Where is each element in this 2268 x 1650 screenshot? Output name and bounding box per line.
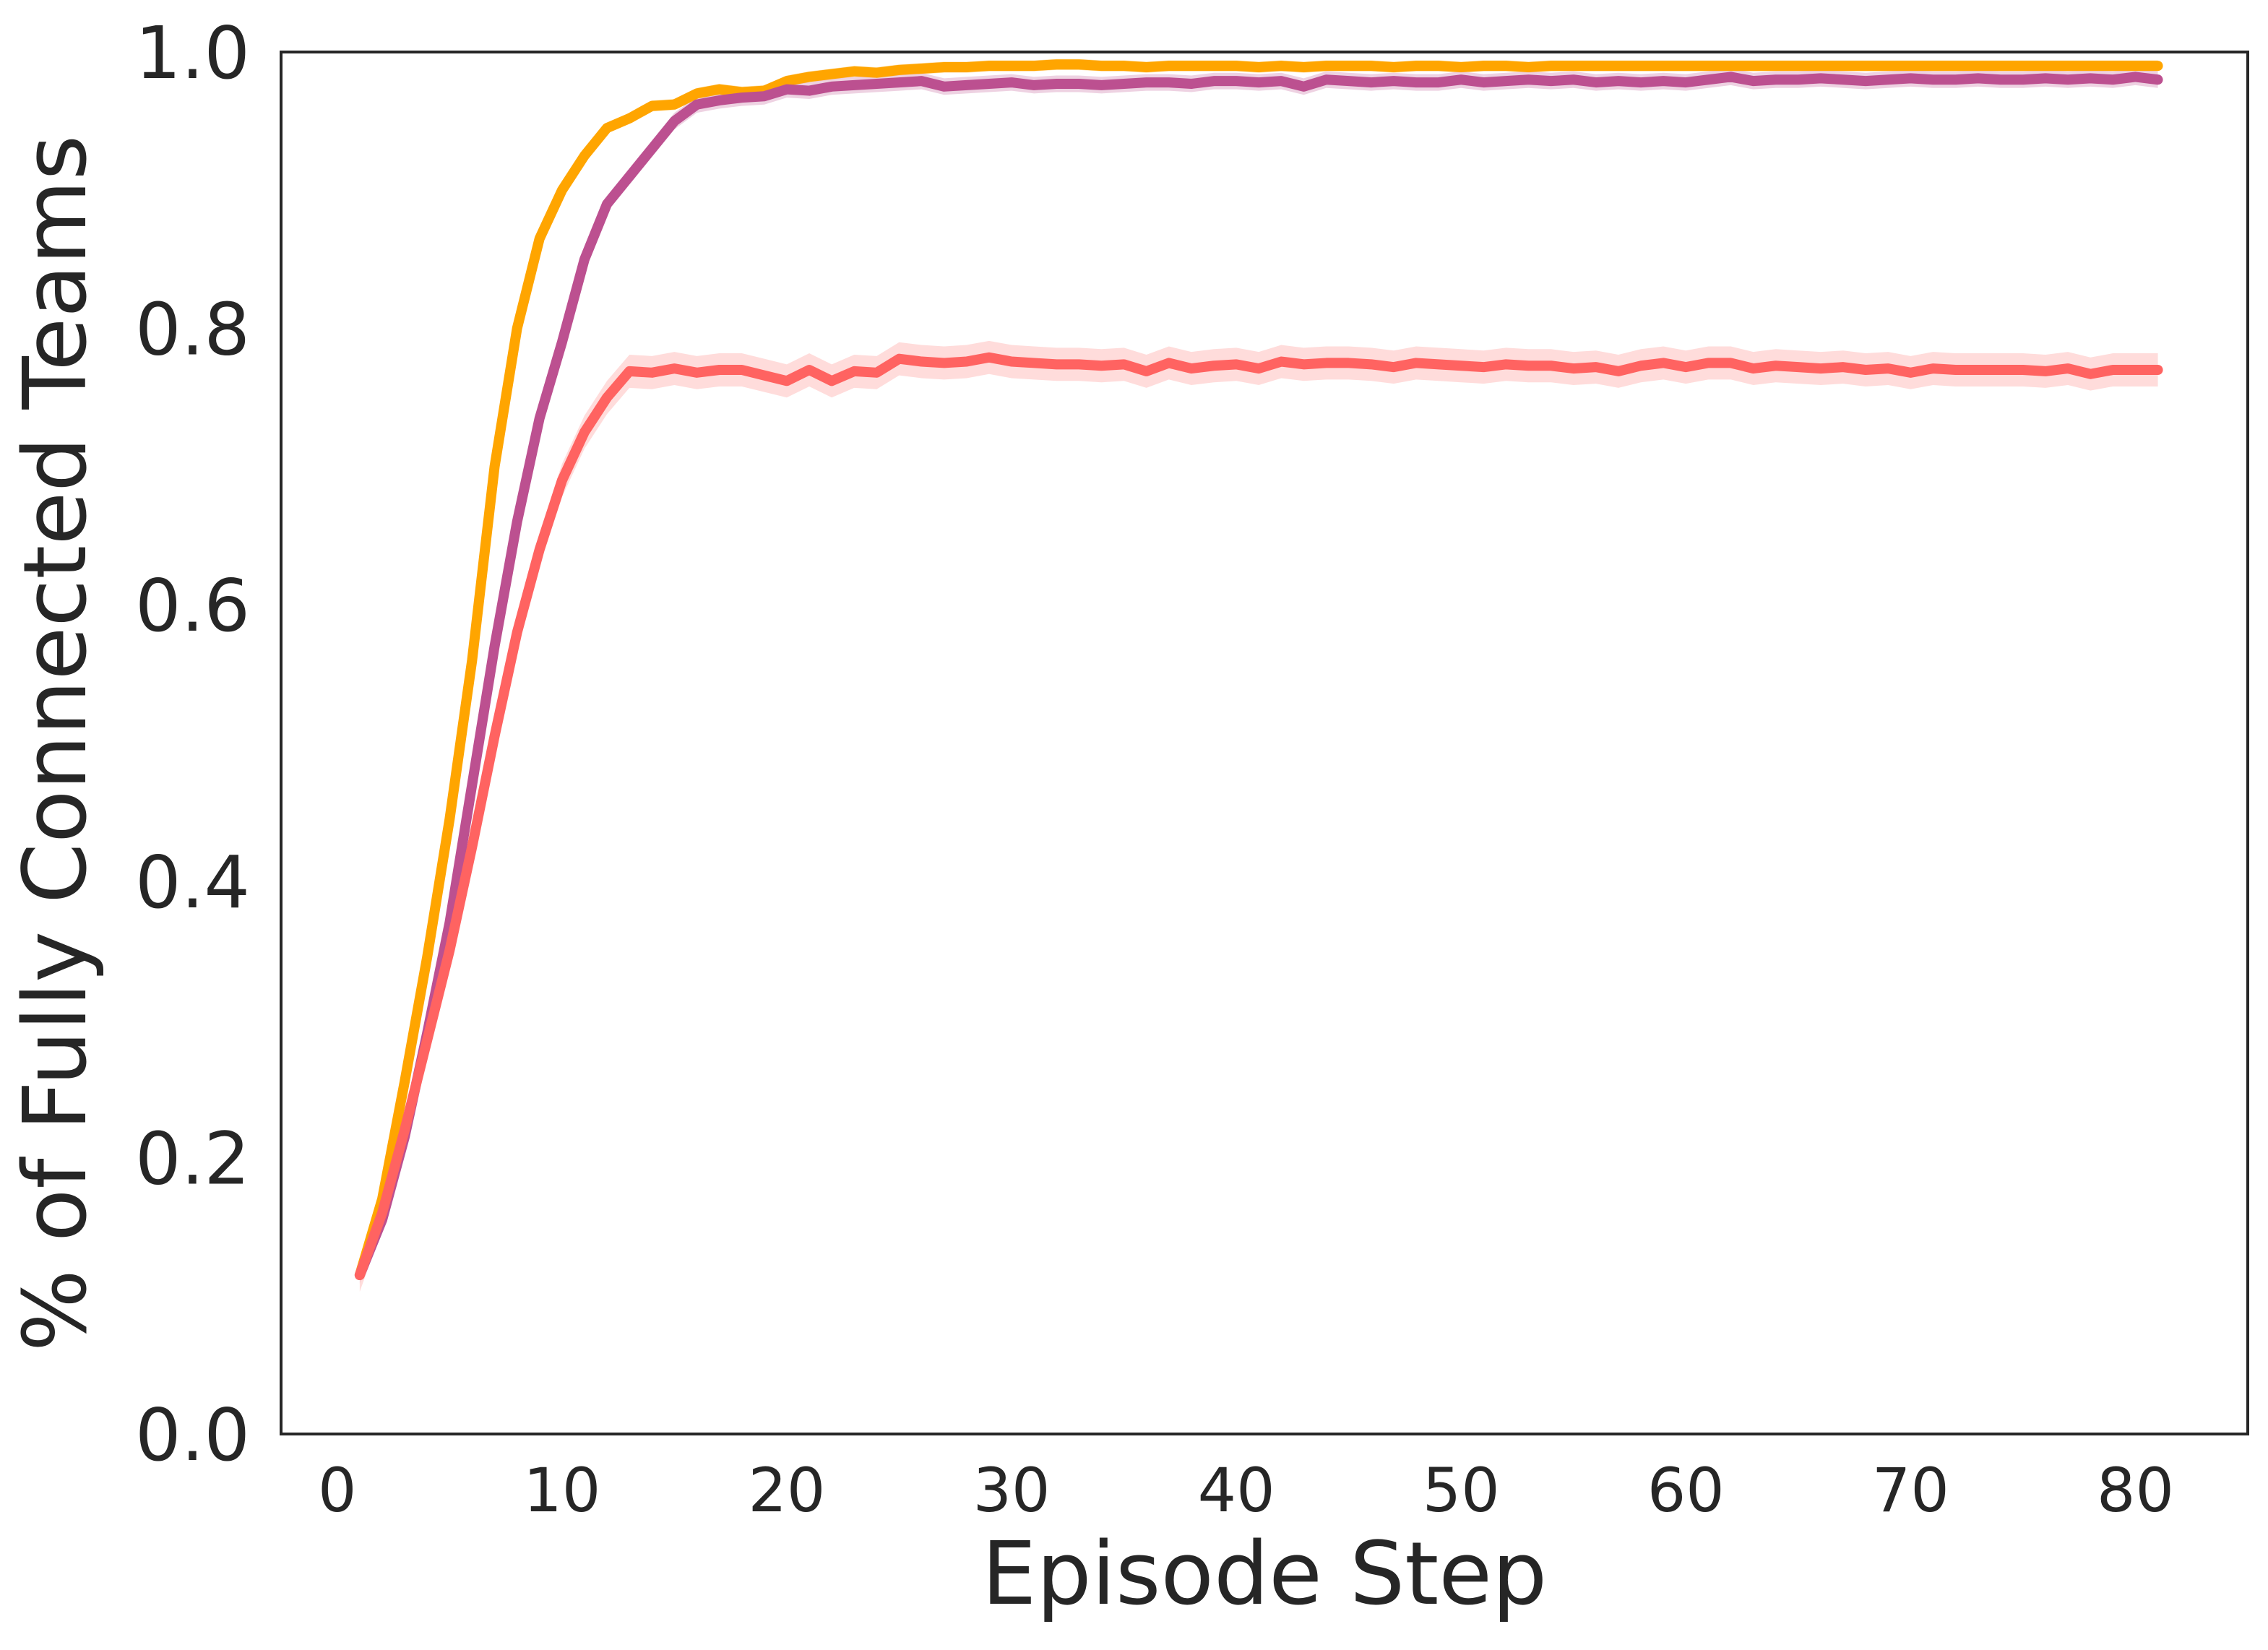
y-tick-label: 0.2 [135, 1116, 250, 1201]
x-tick-label: 40 [1198, 1455, 1275, 1526]
x-tick-label: 30 [973, 1455, 1051, 1526]
y-tick-label: 1.0 [135, 11, 250, 95]
x-axis-ticks: 0 10 20 30 40 50 60 70 80 [318, 1455, 2174, 1526]
x-tick-label: 70 [1872, 1455, 1949, 1526]
x-tick-label: 80 [2097, 1455, 2174, 1526]
x-tick-label: 10 [523, 1455, 600, 1526]
x-tick-label: 60 [1647, 1455, 1725, 1526]
x-tick-label: 50 [1423, 1455, 1500, 1526]
series-lines [354, 59, 2163, 1281]
series-3-line [354, 352, 2163, 1281]
x-tick-label: 0 [318, 1455, 356, 1526]
y-tick-label: 0.4 [135, 840, 250, 925]
x-axis-label: Episode Step [982, 1524, 1548, 1625]
x-tick-label: 20 [748, 1455, 825, 1526]
y-tick-label: 0.6 [135, 563, 250, 648]
plot-frame [280, 51, 2249, 1435]
series-1-line [354, 59, 2163, 1281]
series-2-line [354, 72, 2163, 1281]
y-axis-ticks: 0.0 0.2 0.4 0.6 0.8 1.0 [135, 11, 250, 1477]
y-axis-label: % of Fully Connected Teams [6, 135, 106, 1352]
y-tick-label: 0.8 [135, 288, 250, 372]
y-tick-label: 0.0 [135, 1393, 250, 1477]
